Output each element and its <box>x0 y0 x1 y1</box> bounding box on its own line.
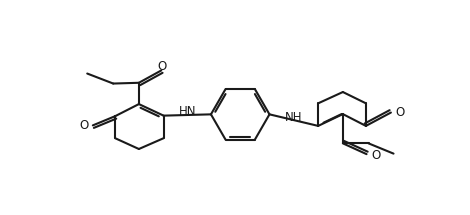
Text: O: O <box>157 60 167 73</box>
Text: O: O <box>371 149 380 162</box>
Text: HN: HN <box>179 105 196 118</box>
Text: O: O <box>396 106 405 119</box>
Text: NH: NH <box>285 111 303 124</box>
Text: O: O <box>79 119 88 132</box>
